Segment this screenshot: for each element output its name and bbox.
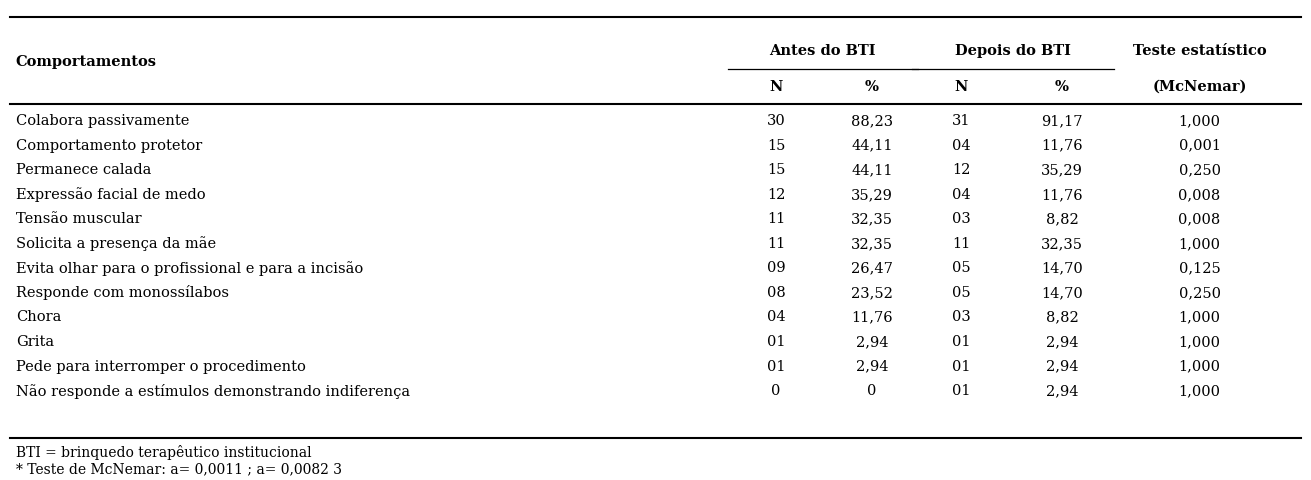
Text: Chora: Chora (16, 310, 62, 324)
Text: 14,70: 14,70 (1041, 285, 1083, 300)
Text: 8,82: 8,82 (1046, 212, 1078, 226)
Text: 1,000: 1,000 (1179, 236, 1221, 251)
Text: 0: 0 (867, 383, 877, 397)
Text: 23,52: 23,52 (851, 285, 893, 300)
Text: 11,76: 11,76 (1041, 138, 1083, 153)
Text: N: N (770, 79, 783, 94)
Text: Pede para interromper o procedimento: Pede para interromper o procedimento (16, 359, 305, 373)
Text: 44,11: 44,11 (851, 138, 893, 153)
Text: 01: 01 (767, 359, 785, 373)
Text: 14,70: 14,70 (1041, 261, 1083, 275)
Text: 2,94: 2,94 (856, 359, 888, 373)
Text: BTI = brinquedo terapêutico institucional: BTI = brinquedo terapêutico instituciona… (16, 444, 311, 459)
Text: 0,008: 0,008 (1179, 187, 1221, 202)
Text: 32,35: 32,35 (1041, 236, 1083, 251)
Text: 04: 04 (952, 138, 970, 153)
Text: 05: 05 (952, 261, 970, 275)
Text: 11: 11 (767, 236, 785, 251)
Text: %: % (865, 79, 878, 94)
Text: Tensão muscular: Tensão muscular (16, 212, 142, 226)
Text: Responde com monossílabos: Responde com monossílabos (16, 285, 228, 300)
Text: 0: 0 (771, 383, 781, 397)
Text: 09: 09 (767, 261, 785, 275)
Text: 1,000: 1,000 (1179, 359, 1221, 373)
Text: 32,35: 32,35 (851, 212, 893, 226)
Text: * Teste de McNemar: a= 0,0011 ; a= 0,0082 3: * Teste de McNemar: a= 0,0011 ; a= 0,008… (16, 461, 342, 475)
Text: Depois do BTI: Depois do BTI (956, 43, 1071, 58)
Text: 0,250: 0,250 (1179, 285, 1221, 300)
Text: Solicita a presença da mãe: Solicita a presença da mãe (16, 236, 216, 251)
Text: 01: 01 (767, 334, 785, 348)
Text: 35,29: 35,29 (851, 187, 893, 202)
Text: 04: 04 (767, 310, 785, 324)
Text: Grita: Grita (16, 334, 54, 348)
Text: 32,35: 32,35 (851, 236, 893, 251)
Text: 2,94: 2,94 (856, 334, 888, 348)
Text: 11,76: 11,76 (1041, 187, 1083, 202)
Text: 11: 11 (952, 236, 970, 251)
Text: 44,11: 44,11 (851, 163, 893, 177)
Text: Colabora passivamente: Colabora passivamente (16, 114, 189, 128)
Text: 30: 30 (767, 114, 785, 128)
Text: 8,82: 8,82 (1046, 310, 1078, 324)
Text: 15: 15 (767, 163, 785, 177)
Text: N: N (954, 79, 968, 94)
Text: 12: 12 (952, 163, 970, 177)
Text: (McNemar): (McNemar) (1152, 79, 1247, 94)
Text: 08: 08 (767, 285, 785, 300)
Text: 12: 12 (767, 187, 785, 202)
Text: Teste estatístico: Teste estatístico (1133, 43, 1266, 58)
Text: 35,29: 35,29 (1041, 163, 1083, 177)
Text: 2,94: 2,94 (1046, 359, 1078, 373)
Text: 1,000: 1,000 (1179, 114, 1221, 128)
Text: 05: 05 (952, 285, 970, 300)
Text: 11: 11 (767, 212, 785, 226)
Text: 91,17: 91,17 (1041, 114, 1083, 128)
Text: Não responde a estímulos demonstrando indiferença: Não responde a estímulos demonstrando in… (16, 383, 410, 398)
Text: 2,94: 2,94 (1046, 334, 1078, 348)
Text: 1,000: 1,000 (1179, 334, 1221, 348)
Text: 0,125: 0,125 (1179, 261, 1221, 275)
Text: 0,250: 0,250 (1179, 163, 1221, 177)
Text: %: % (1055, 79, 1068, 94)
Text: 0,008: 0,008 (1179, 212, 1221, 226)
Text: Comportamento protetor: Comportamento protetor (16, 138, 202, 153)
Text: 0,001: 0,001 (1179, 138, 1221, 153)
Text: 1,000: 1,000 (1179, 383, 1221, 397)
Text: 26,47: 26,47 (851, 261, 893, 275)
Text: 01: 01 (952, 359, 970, 373)
Text: 1,000: 1,000 (1179, 310, 1221, 324)
Text: 88,23: 88,23 (851, 114, 893, 128)
Text: 04: 04 (952, 187, 970, 202)
Text: 01: 01 (952, 383, 970, 397)
Text: Permanece calada: Permanece calada (16, 163, 151, 177)
Text: 03: 03 (952, 212, 970, 226)
Text: 11,76: 11,76 (851, 310, 893, 324)
Text: 15: 15 (767, 138, 785, 153)
Text: 01: 01 (952, 334, 970, 348)
Text: Antes do BTI: Antes do BTI (770, 43, 876, 58)
Text: Comportamentos: Comportamentos (16, 54, 157, 69)
Text: Evita olhar para o profissional e para a incisão: Evita olhar para o profissional e para a… (16, 261, 363, 275)
Text: 03: 03 (952, 310, 970, 324)
Text: 2,94: 2,94 (1046, 383, 1078, 397)
Text: Expressão facial de medo: Expressão facial de medo (16, 187, 206, 202)
Text: 31: 31 (952, 114, 970, 128)
